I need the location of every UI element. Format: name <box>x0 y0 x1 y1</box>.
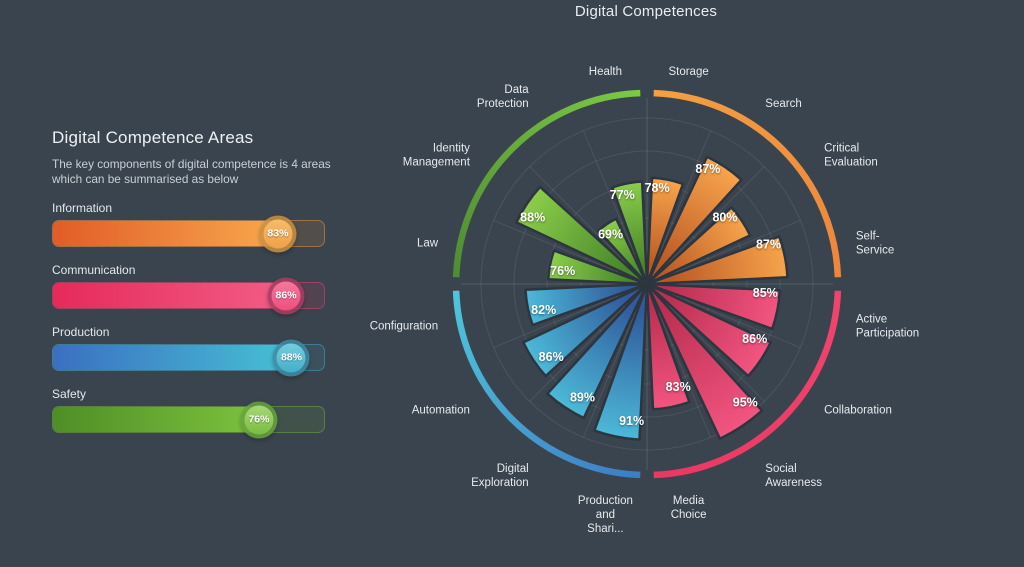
category-label-health: Health <box>589 66 622 78</box>
value-label-search: 87% <box>695 162 720 176</box>
category-label-automation: Automation <box>412 404 470 416</box>
wedge-law[interactable] <box>547 249 649 286</box>
value-label-media-choice: 83% <box>666 380 691 394</box>
arc-communication <box>653 290 842 479</box>
value-label-active-participation: 85% <box>753 286 778 300</box>
arc-information <box>653 89 842 278</box>
slider-fill-safety <box>53 407 259 432</box>
category-label-media-choice: Media Choice <box>671 495 707 521</box>
slider-fill-communication <box>53 283 287 308</box>
slider-label-safety: Safety <box>52 387 87 401</box>
wedge-critical-evaluation[interactable] <box>645 206 752 286</box>
slider-value-safety: 76% <box>244 405 274 434</box>
slider-fill-production <box>53 345 292 370</box>
category-label-production-and-shari: Production and Shari... <box>578 495 633 535</box>
wedge-data-protection[interactable] <box>597 217 649 286</box>
slider-value-production: 88% <box>276 343 306 372</box>
wedge-health[interactable] <box>611 180 649 286</box>
value-label-digital-exploration: 89% <box>570 391 595 405</box>
value-label-law: 76% <box>550 264 575 278</box>
value-label-data-protection: 69% <box>598 228 623 242</box>
wedge-production-and-shari[interactable] <box>593 282 649 441</box>
wedge-configuration[interactable] <box>524 282 649 327</box>
category-label-law: Law <box>417 237 439 249</box>
value-label-collaboration: 86% <box>742 332 767 346</box>
slider-group-production: Production 88% <box>52 325 325 376</box>
value-label-storage: 78% <box>645 181 670 195</box>
value-label-automation: 86% <box>539 350 564 364</box>
slider-group-information: Information 83% <box>52 201 325 252</box>
wedge-active-participation[interactable] <box>645 282 782 331</box>
slider-knob-safety[interactable]: 76% <box>240 401 278 438</box>
wedge-media-choice[interactable] <box>645 282 691 411</box>
slider-knob-information[interactable]: 83% <box>259 215 297 252</box>
value-label-critical-evaluation: 80% <box>712 210 737 224</box>
slider-label-production: Production <box>52 325 110 339</box>
wedge-collaboration[interactable] <box>645 282 772 378</box>
wedges <box>515 155 789 441</box>
category-label-identity-management: Identity Management <box>403 143 471 169</box>
category-label-storage: Storage <box>668 66 708 78</box>
panel-subtitle: The key components of digital competence… <box>52 157 331 186</box>
category-label-active-participation: Active Participation <box>856 314 919 340</box>
slider-value-communication: 86% <box>271 281 301 310</box>
category-labels: Storage Search Critical Evaluation Self-Serv… <box>370 66 920 535</box>
wedge-automation[interactable] <box>522 282 649 378</box>
slider-track-production[interactable]: 88% <box>52 339 325 376</box>
slider-track-communication[interactable]: 86% <box>52 277 325 314</box>
wedge-digital-exploration[interactable] <box>546 282 649 420</box>
value-label-production-and-shari: 91% <box>619 414 644 428</box>
value-label-health: 77% <box>610 188 635 202</box>
category-label-configuration: Configuration <box>370 321 438 333</box>
slider-knob-production[interactable]: 88% <box>272 339 310 376</box>
slider-label-information: Information <box>52 201 113 215</box>
value-label-self-service: 87% <box>756 238 781 252</box>
panel-title: Digital Competence Areas <box>52 128 254 147</box>
category-label-critical-evaluation: Critical Evaluation <box>824 143 878 169</box>
wedge-search[interactable] <box>645 155 743 286</box>
wedge-self-service[interactable] <box>645 235 789 286</box>
wedge-social-awareness[interactable] <box>645 282 764 440</box>
category-label-data-protection: Data Protection <box>477 84 529 110</box>
chart-title: Digital Competences <box>574 3 718 20</box>
category-label-social-awareness: Social Awareness <box>765 463 822 489</box>
category-label-collaboration: Collaboration <box>824 404 892 416</box>
wedge-storage[interactable] <box>645 176 685 286</box>
slider-track-safety[interactable]: 76% <box>52 401 325 438</box>
value-label-social-awareness: 95% <box>733 395 758 409</box>
slider-label-communication: Communication <box>52 263 136 277</box>
value-labels: 78% 87% 80% 87% 85% 86% 95% 83% 91% 89% 86% 82% 76% 8… <box>520 162 781 428</box>
category-label-digital-exploration: Digital Exploration <box>471 463 529 489</box>
slider-group-safety: Safety 76% <box>52 387 325 438</box>
slider-knob-communication[interactable]: 86% <box>267 277 305 314</box>
slider-fill-information <box>53 221 278 246</box>
arc-production <box>452 290 641 479</box>
value-label-configuration: 82% <box>531 303 556 317</box>
slider-value-information: 83% <box>263 219 293 248</box>
slider-group-communication: Communication 86% <box>52 263 325 314</box>
wedge-identity-management[interactable] <box>515 185 649 286</box>
polar-grid <box>461 98 833 470</box>
arc-safety <box>452 89 641 278</box>
competence-areas-panel: Digital Competence Areas The key compone… <box>52 128 332 449</box>
category-label-search: Search <box>765 98 801 110</box>
category-label-self-service: Self-Service <box>856 230 894 256</box>
value-label-identity-management: 88% <box>520 210 545 224</box>
slider-track-information[interactable]: 83% <box>52 215 325 252</box>
